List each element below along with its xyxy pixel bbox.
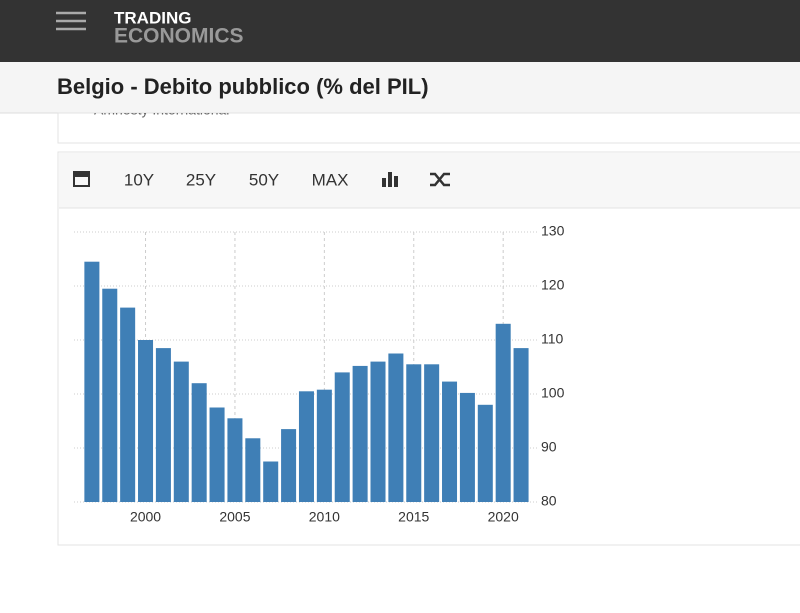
source-note: Amnesty International: [94, 102, 229, 118]
bar: [102, 288, 118, 502]
bar: [388, 353, 404, 502]
bar: [120, 307, 136, 502]
bar: [316, 389, 332, 502]
bar: [173, 361, 189, 502]
bar: [477, 404, 493, 502]
calendar-face: [75, 177, 88, 185]
shuffle-icon[interactable]: [430, 172, 450, 187]
bar-icon[interactable]: [382, 172, 398, 187]
y-tick-label: 100: [541, 385, 565, 401]
bar: [424, 364, 440, 502]
x-tick-label: 2000: [130, 509, 161, 525]
bar: [84, 261, 100, 502]
toolbar: [59, 153, 800, 208]
y-tick-label: 110: [541, 331, 564, 347]
brand-top[interactable]: TRADING: [114, 8, 191, 27]
range-button[interactable]: 25Y: [186, 170, 216, 189]
bar: [352, 365, 368, 502]
bar: [209, 407, 225, 502]
bar: [227, 418, 243, 502]
bar: [370, 361, 386, 502]
brand-bottom[interactable]: ECONOMICS: [114, 25, 244, 48]
bar: [298, 391, 314, 502]
bar: [155, 348, 171, 502]
icon-bar: [382, 178, 386, 187]
y-tick-label: 120: [541, 277, 565, 293]
bar: [406, 364, 422, 502]
bar: [334, 372, 350, 502]
page-title: Belgio - Debito pubblico (% del PIL): [57, 74, 429, 99]
x-tick-label: 2015: [398, 509, 429, 525]
bar: [138, 340, 154, 502]
top-bar: [0, 0, 800, 62]
icon-bar: [388, 172, 392, 187]
bar: [442, 381, 458, 502]
x-tick-label: 2020: [488, 509, 519, 525]
bar: [191, 383, 207, 502]
calendar-icon[interactable]: [73, 171, 90, 187]
x-tick-label: 2005: [219, 509, 250, 525]
title-bar: [0, 62, 800, 113]
card: [57, 112, 800, 144]
range-button[interactable]: 50Y: [249, 170, 279, 189]
menu-icon[interactable]: [56, 11, 86, 31]
shuffle-path: [430, 172, 450, 187]
y-tick-label: 80: [541, 493, 557, 509]
bar: [245, 438, 261, 502]
bar: [513, 348, 529, 502]
y-tick-label: 130: [541, 223, 565, 239]
y-tick-label: 90: [541, 439, 557, 455]
bar: [459, 392, 475, 502]
x-tick-label: 2010: [309, 509, 340, 525]
icon-bar: [394, 176, 398, 187]
range-button[interactable]: MAX: [312, 170, 349, 189]
bar: [281, 429, 297, 502]
bar: [263, 461, 279, 502]
bar: [495, 323, 511, 502]
range-button[interactable]: 10Y: [124, 170, 154, 189]
